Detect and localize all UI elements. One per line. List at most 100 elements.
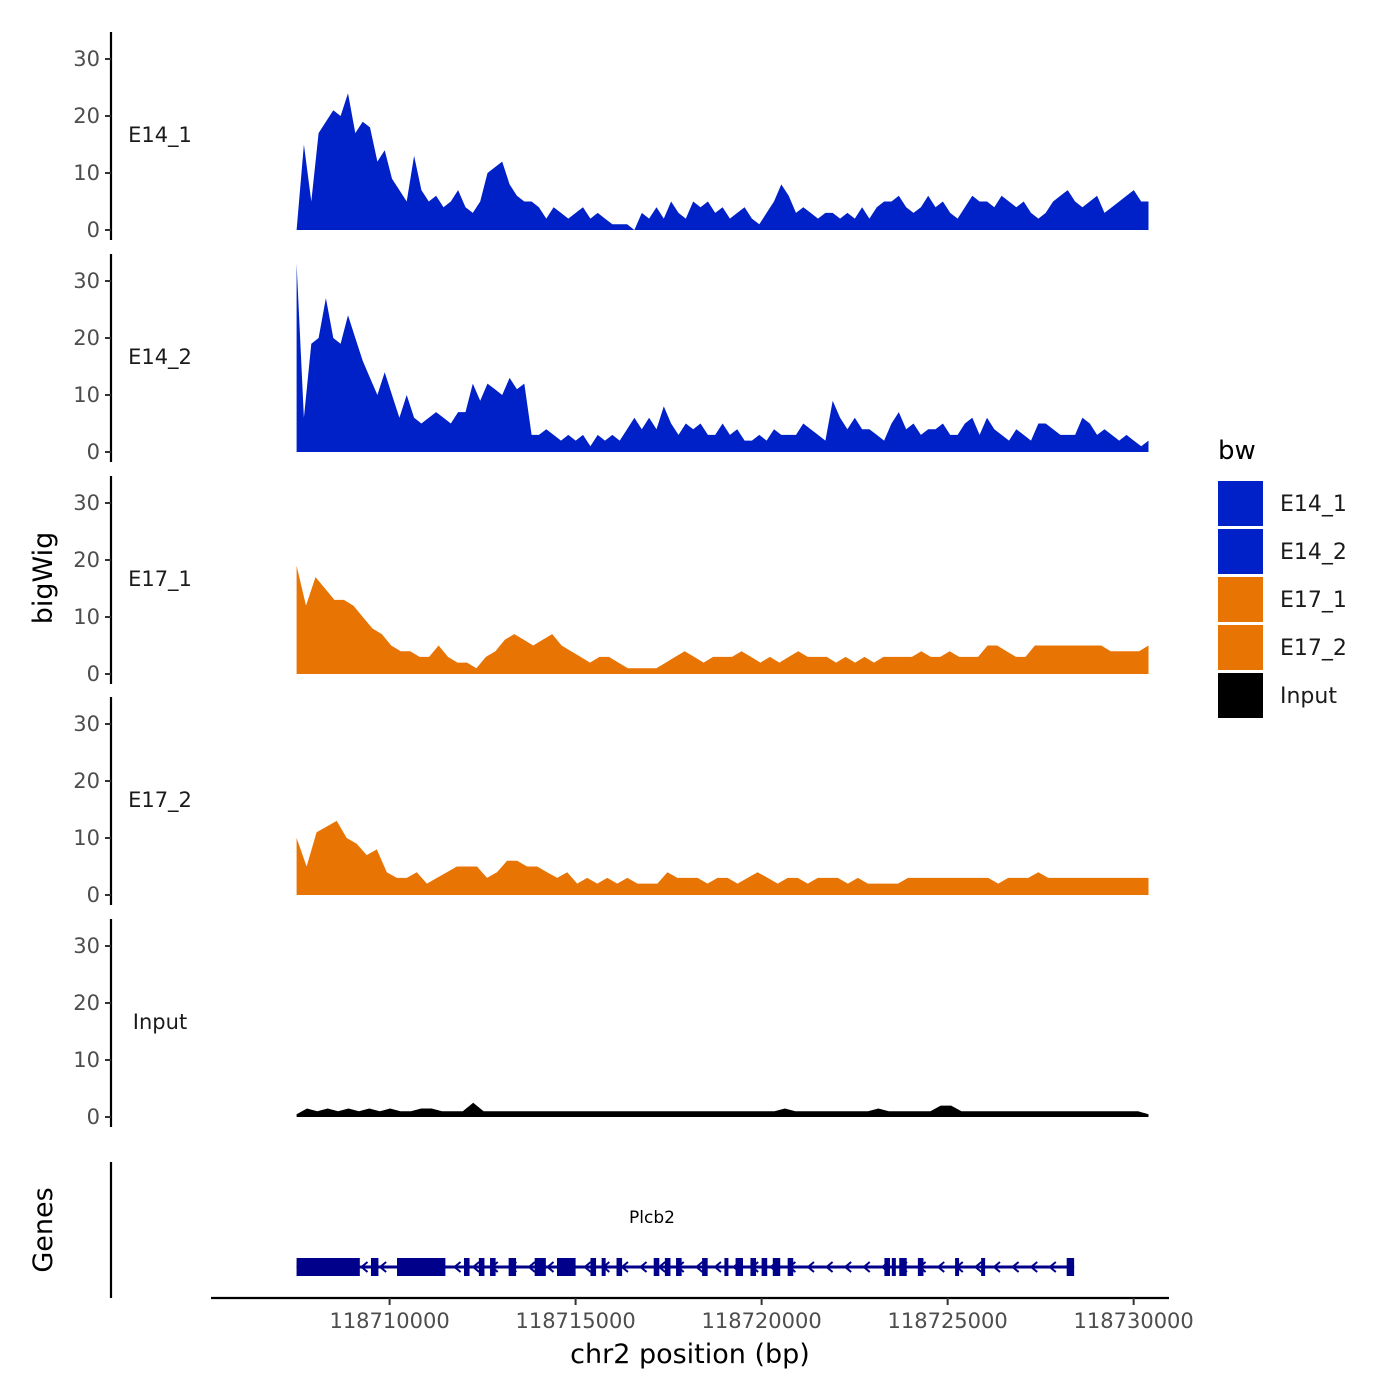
- y-tick-label: 10: [73, 383, 100, 407]
- y-tick-label: 20: [73, 769, 100, 793]
- area-E14_2: [296, 263, 1149, 452]
- gene-exon: [787, 1258, 794, 1276]
- gene-exon: [772, 1258, 781, 1276]
- gene-exon: [601, 1258, 606, 1276]
- y-tick-label: 30: [73, 934, 100, 958]
- strand-arrow: [843, 1261, 852, 1273]
- track-label: E17_2: [128, 788, 192, 813]
- area-E17_1: [296, 565, 1149, 674]
- strand-arrow: [862, 1261, 871, 1273]
- gene-exon: [1066, 1258, 1075, 1276]
- gene-exon: [899, 1258, 907, 1276]
- y-tick-label: 0: [87, 1105, 100, 1129]
- x-tick-label: 118720000: [701, 1309, 821, 1333]
- x-tick-label: 118715000: [515, 1309, 635, 1333]
- legend-label: E14_2: [1280, 540, 1347, 565]
- strand-arrow: [936, 1261, 945, 1273]
- strand-arrow: [1029, 1261, 1038, 1273]
- y-tick-label: 20: [73, 104, 100, 128]
- track-E17_1: 0 10 20 30 E17_1: [73, 476, 1149, 686]
- y-tick-label: 30: [73, 491, 100, 515]
- strand-arrow: [359, 1261, 369, 1273]
- gene-exon: [884, 1258, 890, 1276]
- gene-exon: [917, 1258, 924, 1276]
- gene-exon: [490, 1258, 496, 1276]
- legend-label: Input: [1280, 684, 1337, 709]
- gene-exon: [724, 1258, 729, 1276]
- gene-exon: [664, 1258, 671, 1276]
- strand-arrow: [545, 1261, 555, 1273]
- gene-exon: [616, 1258, 623, 1276]
- y-tick-label: 30: [73, 712, 100, 736]
- strand-arrow: [694, 1261, 704, 1273]
- signal-tracks: 0 10 20 30 E14_1 0 10 20 30 E14_2 0 10 20 30 E17_1 0 10 2…: [73, 32, 1149, 1129]
- y-tick-label: 30: [73, 269, 100, 293]
- gene-exon: [370, 1258, 379, 1276]
- strand-arrow: [806, 1261, 815, 1273]
- y-axis-title: bigWig: [28, 532, 59, 625]
- legend-swatch: [1218, 673, 1263, 718]
- gene-track: [296, 1258, 1075, 1276]
- track-label: E14_1: [128, 123, 192, 148]
- strand-arrow: [583, 1261, 592, 1273]
- area-Input: [296, 1102, 1149, 1117]
- track-label: E17_1: [128, 567, 192, 592]
- track-E14_2: 0 10 20 30 E14_2: [73, 254, 1149, 464]
- strand-arrow: [1011, 1261, 1020, 1273]
- strand-arrow: [992, 1261, 1001, 1273]
- gene-exon: [296, 1258, 360, 1276]
- track-E14_1: 0 10 20 30 E14_1: [73, 32, 1149, 242]
- strand-arrow: [973, 1261, 983, 1273]
- track-label: Input: [133, 1010, 187, 1034]
- gene-exon: [981, 1258, 986, 1276]
- area-E17_2: [296, 820, 1149, 895]
- x-tick-label: 118730000: [1074, 1309, 1194, 1333]
- strand-arrow: [378, 1261, 387, 1273]
- legend: E14_1 E14_2 E17_1 E17_2 Input: [1218, 481, 1347, 718]
- area-E14_1: [296, 93, 1149, 230]
- gene-exon: [397, 1258, 446, 1276]
- strand-arrow: [452, 1261, 462, 1273]
- gene-exon: [891, 1258, 896, 1276]
- gene-label: Plcb2: [629, 1208, 675, 1228]
- strand-arrow: [471, 1261, 480, 1273]
- x-tick-label: 118725000: [888, 1309, 1008, 1333]
- legend-label: E17_2: [1280, 636, 1347, 661]
- legend-swatch: [1218, 625, 1263, 670]
- strand-arrow: [527, 1261, 536, 1273]
- y-tick-label: 0: [87, 440, 100, 464]
- y-tick-label: 20: [73, 326, 100, 350]
- gene-exon: [463, 1258, 470, 1276]
- track-label: E14_2: [128, 345, 192, 370]
- legend-label: E14_1: [1280, 492, 1347, 517]
- legend-swatch: [1218, 529, 1263, 574]
- y-tick-label: 0: [87, 662, 100, 686]
- track-E17_2: 0 10 20 30 E17_2: [73, 697, 1149, 907]
- strand-arrow: [713, 1261, 722, 1273]
- legend-label: E17_1: [1280, 588, 1347, 613]
- legend-swatch: [1218, 577, 1263, 622]
- track-Input: 0 10 20 30 Input: [73, 919, 1149, 1129]
- gene-exon: [534, 1258, 546, 1276]
- gene-exon: [590, 1258, 597, 1276]
- strand-arrow: [639, 1261, 648, 1273]
- y-tick-label: 10: [73, 826, 100, 850]
- x-axis-ticks: 118710000 118715000 118720000 118725000 1187…: [329, 1298, 1194, 1333]
- gene-exon: [702, 1258, 708, 1276]
- gene-exon: [955, 1258, 960, 1276]
- y-tick-label: 10: [73, 605, 100, 629]
- gene-exon: [735, 1258, 744, 1276]
- y-tick-label: 10: [73, 1048, 100, 1072]
- legend-title: bw: [1218, 436, 1256, 466]
- y-tick-label: 20: [73, 991, 100, 1015]
- gene-exon: [653, 1258, 660, 1276]
- y-tick-label: 0: [87, 218, 100, 242]
- gene-exon: [761, 1258, 768, 1276]
- strand-arrow: [1048, 1261, 1057, 1273]
- x-tick-label: 118710000: [329, 1309, 449, 1333]
- gene-exon: [750, 1258, 757, 1276]
- genes-panel-title: Genes: [28, 1187, 59, 1272]
- gene-exon: [556, 1258, 576, 1276]
- y-tick-label: 30: [73, 47, 100, 71]
